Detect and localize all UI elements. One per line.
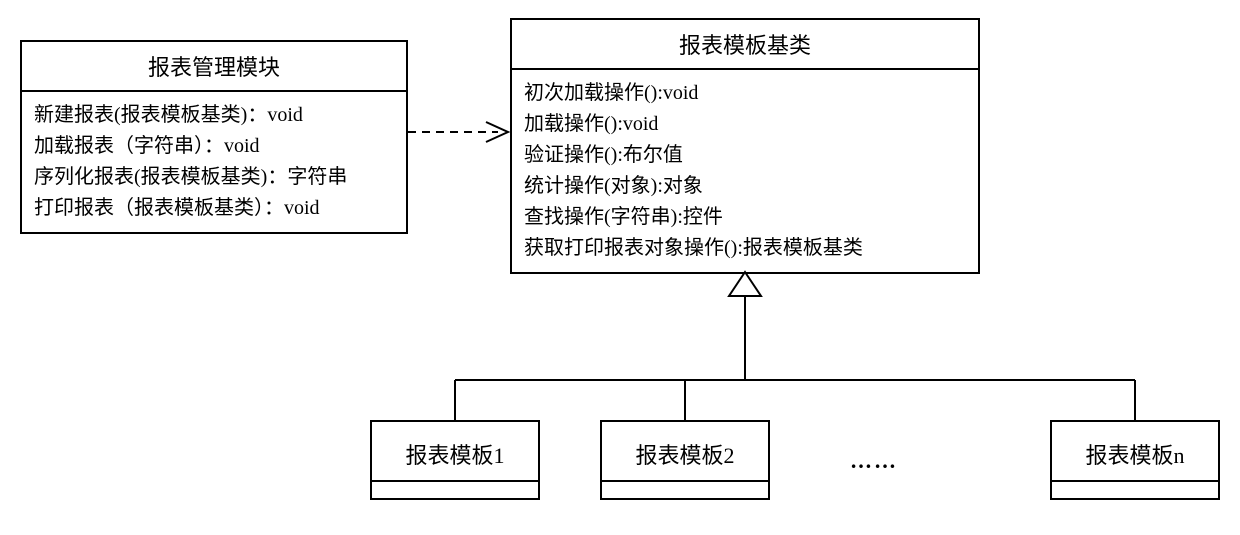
class-template-n: 报表模板n (1050, 420, 1220, 500)
inheritance-triangle (729, 272, 761, 296)
dependency-arrowhead (486, 122, 508, 142)
ellipsis: …… (850, 448, 898, 474)
class-base-title: 报表模板基类 (512, 20, 978, 70)
class-template-2-title: 报表模板2 (602, 422, 768, 482)
method-line: 新建报表(报表模板基类)：void (34, 100, 394, 131)
method-line: 打印报表（报表模板基类）：void (34, 193, 394, 224)
method-line: 查找操作(字符串):控件 (524, 202, 966, 233)
class-template-1-body (372, 482, 538, 496)
class-template-1-title: 报表模板1 (372, 422, 538, 482)
class-base: 报表模板基类 初次加载操作():void 加载操作():void 验证操作():… (510, 18, 980, 274)
method-line: 验证操作():布尔值 (524, 140, 966, 171)
method-line: 统计操作(对象):对象 (524, 171, 966, 202)
method-line: 加载报表（字符串）：void (34, 131, 394, 162)
class-base-body: 初次加载操作():void 加载操作():void 验证操作():布尔值 统计操… (512, 70, 978, 272)
class-template-1: 报表模板1 (370, 420, 540, 500)
class-template-n-body (1052, 482, 1218, 496)
method-line: 加载操作():void (524, 109, 966, 140)
class-manager-body: 新建报表(报表模板基类)：void 加载报表（字符串）：void 序列化报表(报… (22, 92, 406, 232)
class-template-n-title: 报表模板n (1052, 422, 1218, 482)
class-template-2: 报表模板2 (600, 420, 770, 500)
class-manager: 报表管理模块 新建报表(报表模板基类)：void 加载报表（字符串）：void … (20, 40, 408, 234)
method-line: 获取打印报表对象操作():报表模板基类 (524, 233, 966, 264)
class-manager-title: 报表管理模块 (22, 42, 406, 92)
class-template-2-body (602, 482, 768, 496)
method-line: 初次加载操作():void (524, 78, 966, 109)
method-line: 序列化报表(报表模板基类)：字符串 (34, 162, 394, 193)
